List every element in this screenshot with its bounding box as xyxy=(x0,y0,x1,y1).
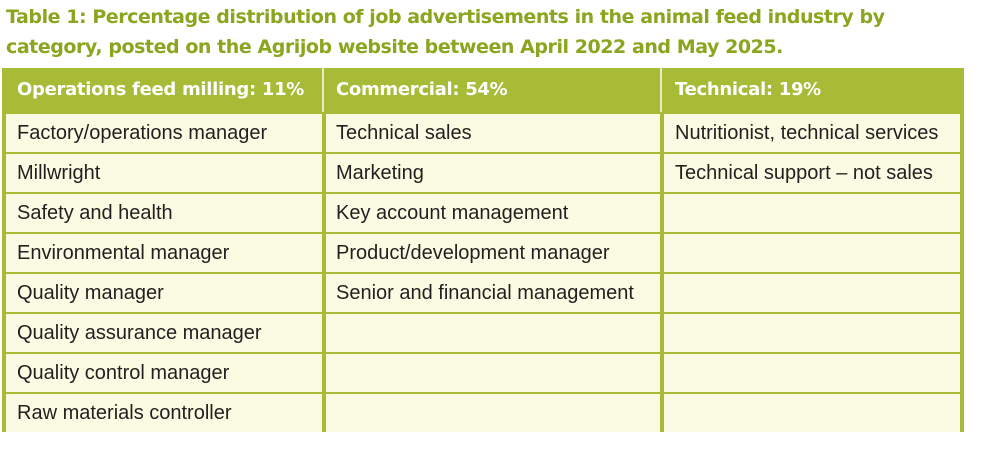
table-cell xyxy=(664,394,960,432)
table-cell: Technical sales xyxy=(326,114,660,152)
column-header-commercial: Commercial: 54% xyxy=(326,68,660,112)
table-cell: Factory/operations manager xyxy=(6,114,322,152)
table-cell: Quality assurance manager xyxy=(6,314,322,352)
table-cell xyxy=(664,274,960,312)
table-cell: Quality control manager xyxy=(6,354,322,392)
header-divider xyxy=(322,68,324,112)
table-cell: Raw materials controller xyxy=(6,394,322,432)
table-cell: Environmental manager xyxy=(6,234,322,272)
table-cell xyxy=(664,234,960,272)
table-cell: Quality manager xyxy=(6,274,322,312)
job-category-table: Operations feed milling: 11% Commercial:… xyxy=(2,68,964,432)
table-cell: Millwright xyxy=(6,154,322,192)
table-cell xyxy=(664,194,960,232)
table-caption-line-2: category, posted on the Agrijob website … xyxy=(6,36,783,58)
header-divider xyxy=(660,68,662,112)
table-cell: Nutritionist, technical services xyxy=(664,114,960,152)
table-cell xyxy=(664,314,960,352)
table-cell xyxy=(326,354,660,392)
table-cell xyxy=(326,394,660,432)
table-cell xyxy=(326,314,660,352)
table-cell: Key account management xyxy=(326,194,660,232)
table-cell: Safety and health xyxy=(6,194,322,232)
table-caption: Table 1: Percentage distribution of job … xyxy=(6,2,981,62)
table-cell: Marketing xyxy=(326,154,660,192)
column-header-operations: Operations feed milling: 11% xyxy=(6,68,322,112)
table-cell: Product/development manager xyxy=(326,234,660,272)
table-caption-line-1: Table 1: Percentage distribution of job … xyxy=(6,6,885,28)
table-cell xyxy=(664,354,960,392)
table-cell: Technical support – not sales xyxy=(664,154,960,192)
column-header-technical: Technical: 19% xyxy=(664,68,960,112)
table-cell: Senior and financial management xyxy=(326,274,660,312)
